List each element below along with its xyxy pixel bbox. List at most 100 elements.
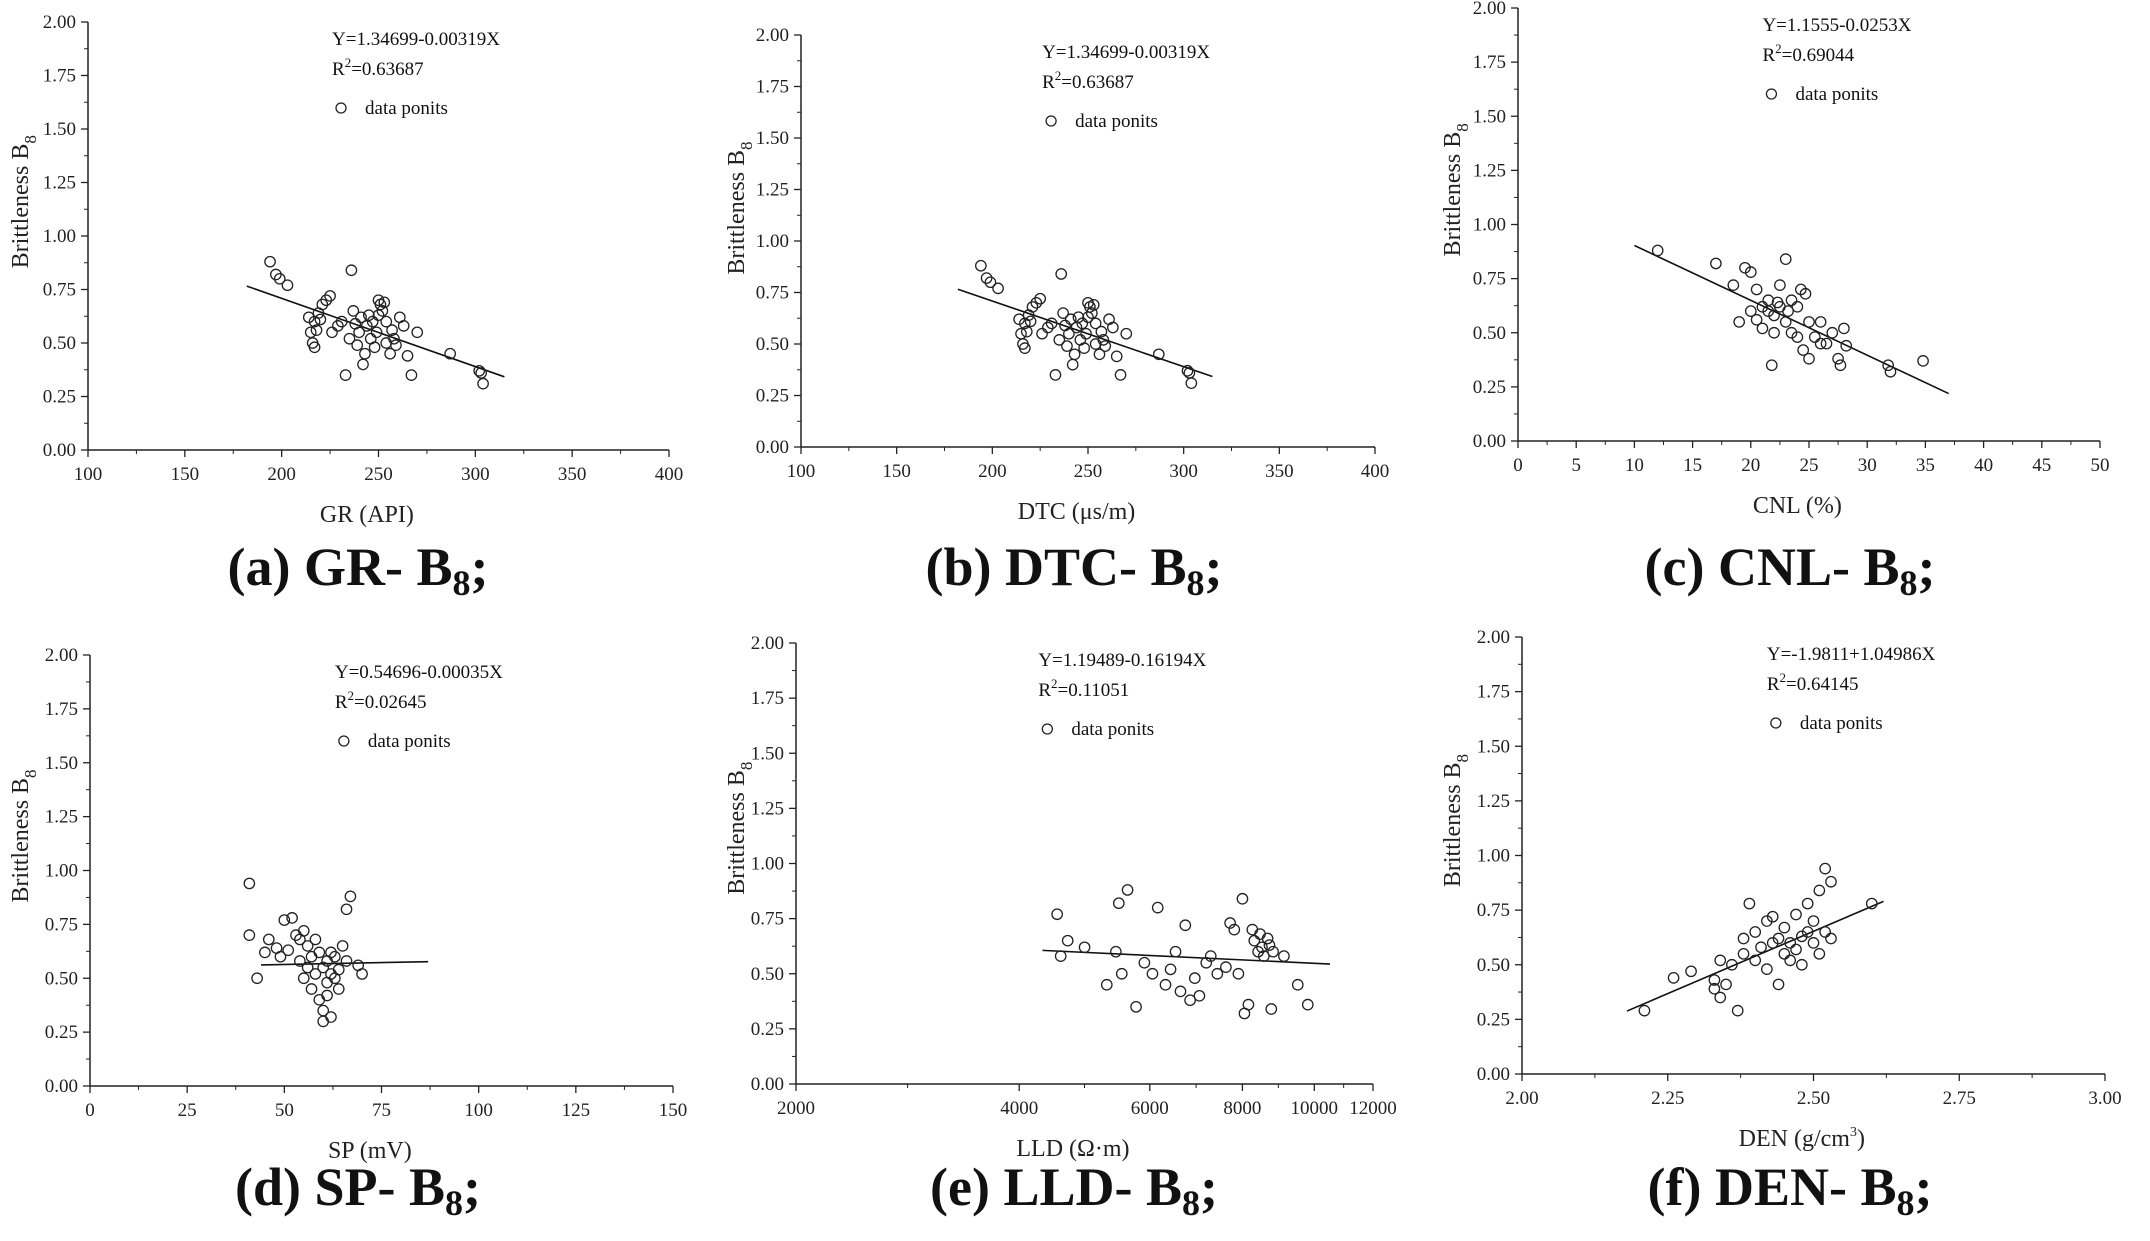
r-squared-f: R2=0.64145 — [1767, 670, 1859, 695]
y-tick-label-a: 1.00 — [43, 226, 76, 247]
x-axis-label-text-c: CNL (%) — [1753, 493, 1842, 519]
legend-label-e: data ponits — [1071, 719, 1154, 740]
data-point-f — [1737, 947, 1750, 960]
chart-svg-e: 0.00 0.25 0.50 0.75 1.00 1.25 1.50 1.75 2.00 2000… — [724, 633, 1397, 1223]
data-point-e — [1146, 967, 1159, 980]
y-axis-label-sub-e: 8 — [737, 762, 756, 771]
data-point-b — [1045, 317, 1058, 330]
panel-caption-sub-c: 8 — [1899, 563, 1917, 603]
data-point-c — [1768, 326, 1780, 339]
fit-equation-e: Y=1.19489-0.16194X — [1038, 650, 1206, 671]
data-point-a — [308, 341, 321, 354]
data-point-d — [305, 983, 318, 995]
x-axis-label-c: CNL (%) — [1753, 493, 1842, 519]
x-tick-label-b: 100 — [787, 461, 816, 482]
data-point-f — [1795, 958, 1808, 971]
x-axis-label-end-f: ) — [1857, 1126, 1865, 1152]
data-point-f — [1790, 943, 1802, 956]
data-point-c — [1785, 294, 1798, 307]
x-tick-label-f: 3.00 — [2088, 1088, 2121, 1109]
data-point-c — [1834, 359, 1847, 372]
y-tick-label-c: 0.00 — [1473, 431, 1506, 452]
data-point-a — [378, 296, 391, 309]
data-point-a — [320, 294, 333, 307]
data-point-d — [297, 972, 310, 985]
data-point-f — [1801, 897, 1814, 910]
data-point-a — [477, 377, 489, 390]
data-point-b — [1181, 364, 1194, 377]
data-point-b — [1024, 315, 1037, 328]
panel-caption-text-d: (d) SP- B — [235, 1157, 445, 1217]
data-point-c — [1762, 305, 1775, 317]
y-tick-label-e: 1.25 — [751, 798, 784, 819]
legend-label-d: data ponits — [368, 731, 451, 752]
data-point-a — [405, 369, 418, 381]
chart-panel-e: 0.00 0.25 0.50 0.75 1.00 1.25 1.50 1.75 2.00 2000… — [716, 620, 1432, 1240]
data-point-e — [1188, 972, 1201, 985]
y-axis-label-text-d: Brittleness B — [8, 778, 34, 903]
y-tick-label-f: 1.00 — [1477, 846, 1510, 867]
data-point-c — [1838, 322, 1850, 335]
data-point-a — [273, 272, 286, 285]
r-squared-sup-f: 2 — [1780, 670, 1787, 685]
panel-caption-text-f: (f) DEN- B — [1648, 1157, 1897, 1217]
data-point-c — [1803, 352, 1815, 365]
x-axis-label-text-f: DEN (g/cm — [1739, 1126, 1851, 1152]
r-squared-prefix-c: R — [1762, 45, 1775, 66]
x-axis-label-sup-f: 3 — [1850, 1125, 1857, 1140]
data-point-f — [1784, 954, 1797, 967]
data-point-e — [1164, 963, 1177, 976]
data-point-c — [1814, 337, 1827, 350]
data-point-f — [1801, 926, 1814, 938]
y-tick-label-d: 1.00 — [45, 861, 78, 882]
data-point-a — [324, 290, 336, 302]
y-tick-label-b: 2.00 — [756, 25, 789, 46]
data-point-d — [340, 955, 353, 967]
data-point-e — [1061, 934, 1074, 947]
data-point-e — [1301, 998, 1314, 1011]
data-point-b — [1120, 327, 1133, 340]
x-tick-label-a: 200 — [267, 464, 296, 485]
data-point-a — [366, 315, 379, 328]
x-tick-label-c: 5 — [1571, 455, 1581, 476]
panel-caption-end-b: ; — [1205, 537, 1223, 597]
data-point-e — [1228, 923, 1241, 936]
data-point-a — [343, 332, 356, 345]
data-point-b — [1034, 292, 1047, 305]
data-point-b — [1026, 301, 1039, 313]
r-squared-prefix-b: R — [1042, 72, 1055, 93]
data-point-a — [390, 339, 402, 351]
data-point-e — [1263, 939, 1276, 951]
data-point-a — [368, 341, 381, 354]
data-point-c — [1750, 283, 1763, 296]
data-point-c — [1803, 316, 1815, 328]
panel-caption-d: (d) SP- B8; — [235, 1157, 481, 1223]
data-point-d — [294, 955, 306, 967]
panel-caption-sub-a: 8 — [452, 563, 470, 603]
data-point-e — [1232, 967, 1245, 980]
fit-line-b — [957, 288, 1213, 378]
data-point-d — [317, 961, 330, 974]
data-point-a — [335, 315, 348, 328]
data-point-a — [355, 311, 367, 324]
y-tick-label-f: 1.25 — [1477, 791, 1510, 812]
data-point-c — [1799, 287, 1812, 300]
data-point-b — [1072, 311, 1085, 324]
chart-svg-d: 0.00 0.25 0.50 0.75 1.00 1.25 1.50 1.75 2.00 0 25 5… — [8, 645, 687, 1223]
data-point-c — [1710, 257, 1722, 270]
data-point-a — [331, 320, 344, 332]
data-point-b — [1185, 377, 1198, 389]
r-squared-prefix-a: R — [332, 59, 345, 80]
legend-label-a: data ponits — [365, 98, 448, 119]
y-axis-label-e: Brittleness B8 — [724, 762, 756, 895]
x-tick-label-c: 10 — [1625, 455, 1644, 476]
x-tick-label-b: 400 — [1361, 461, 1390, 482]
legend-marker-c — [1765, 88, 1778, 100]
chart-panel-f: 0.00 0.25 0.50 0.75 1.00 1.25 1.50 1.75 2.00 2.00… — [1432, 620, 2148, 1240]
x-tick-label-c: 0 — [1513, 455, 1523, 476]
data-point-f — [1807, 915, 1820, 927]
data-point-f — [1638, 1004, 1651, 1017]
panel-caption-sub-b: 8 — [1187, 563, 1205, 603]
x-axis-label-f: DEN (g/cm3) — [1739, 1125, 1865, 1152]
data-point-a — [264, 255, 276, 268]
